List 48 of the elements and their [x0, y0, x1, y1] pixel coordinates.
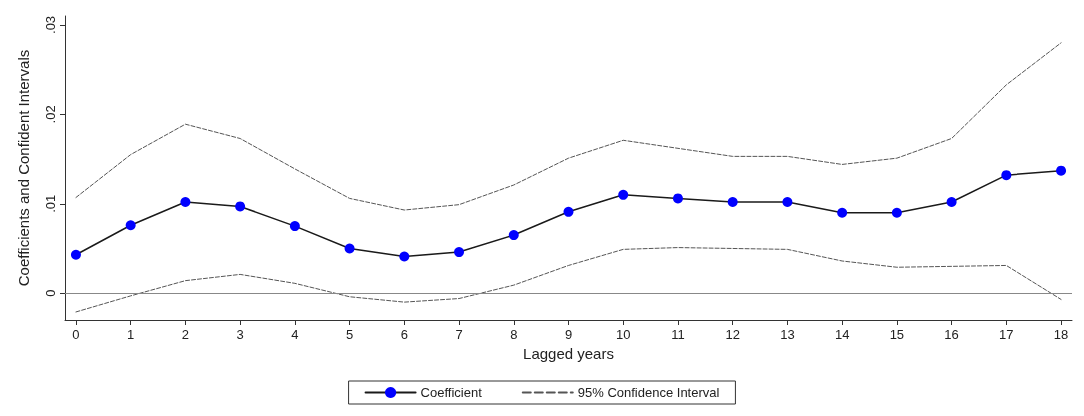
x-tick-label: 8 [510, 327, 518, 342]
point [180, 196, 191, 207]
point [1056, 165, 1067, 176]
x-tick-label: 0 [72, 327, 80, 342]
point [727, 196, 738, 207]
x-tick-label: 3 [236, 327, 244, 342]
line-series [75, 42, 1062, 211]
point [289, 221, 300, 232]
x-tick-label: 9 [564, 327, 573, 342]
y-tick-label: .02 [43, 105, 58, 124]
point [891, 207, 902, 218]
x-tick-label: 5 [345, 327, 354, 342]
point [672, 193, 683, 204]
line-series [75, 247, 1062, 313]
point [508, 230, 519, 241]
point [125, 220, 136, 231]
y-tick-label: .03 [43, 15, 58, 34]
y-tick-label: .01 [43, 194, 58, 213]
x-tick-label: 7 [455, 327, 463, 342]
x-axis-title: Lagged years [523, 345, 614, 362]
x-tick-label: 11 [671, 327, 685, 342]
x-tick-label: 14 [834, 327, 850, 342]
point [563, 206, 574, 217]
point [946, 196, 957, 207]
x-tick-label: 4 [291, 327, 299, 342]
x-tick-label: 12 [725, 327, 740, 342]
x-tick-label: 6 [400, 327, 408, 342]
x-tick-label: 16 [944, 327, 959, 342]
x-tick-label: 10 [615, 327, 631, 342]
point [344, 243, 355, 254]
point [454, 247, 465, 258]
x-tick-label: 1 [127, 327, 135, 342]
legend-label: 95% Confidence Interval [577, 385, 720, 400]
x-tick-label: 15 [889, 327, 905, 342]
y-tick-label: 0 [43, 289, 58, 297]
point [837, 207, 848, 218]
point [1001, 170, 1012, 181]
point [399, 251, 410, 262]
point [70, 249, 81, 260]
x-tick-label: 2 [181, 327, 190, 342]
point [618, 189, 629, 200]
x-tick-label: 18 [1053, 327, 1069, 342]
x-tick-label: 13 [780, 327, 795, 342]
x-tick-label: 17 [999, 327, 1014, 342]
legend-label: Coefficient [420, 385, 483, 400]
y-axis-title: Coefficients and Confident Intervals [15, 49, 32, 287]
point [782, 196, 793, 207]
point [235, 201, 246, 212]
